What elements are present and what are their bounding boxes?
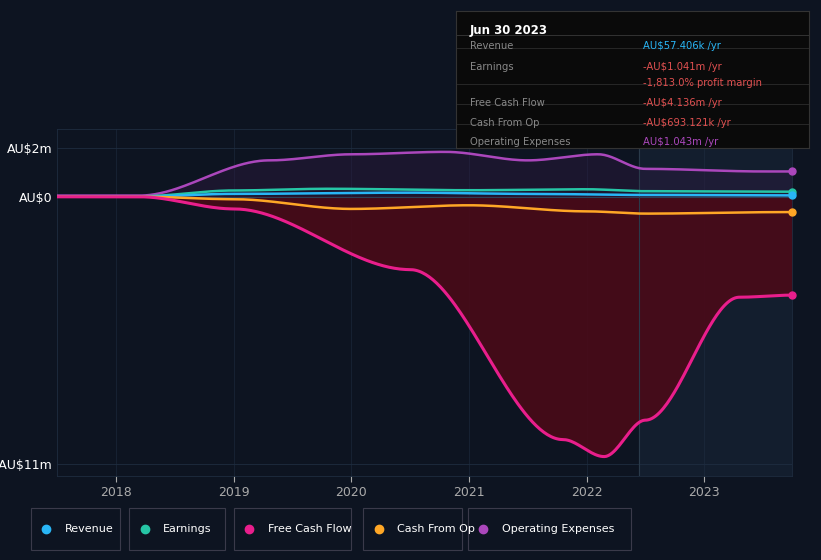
Text: Cash From Op: Cash From Op xyxy=(470,118,539,128)
Text: Operating Expenses: Operating Expenses xyxy=(502,524,614,534)
Text: Earnings: Earnings xyxy=(470,62,513,72)
Text: Revenue: Revenue xyxy=(470,41,513,52)
Text: -1,813.0% profit margin: -1,813.0% profit margin xyxy=(643,78,762,88)
Bar xyxy=(640,129,792,476)
Text: -AU$4.136m /yr: -AU$4.136m /yr xyxy=(643,97,722,108)
Text: Cash From Op: Cash From Op xyxy=(397,524,475,534)
Text: Free Cash Flow: Free Cash Flow xyxy=(470,97,544,108)
Text: AU$57.406k /yr: AU$57.406k /yr xyxy=(643,41,721,52)
Text: -AU$1.041m /yr: -AU$1.041m /yr xyxy=(643,62,722,72)
Text: -AU$693.121k /yr: -AU$693.121k /yr xyxy=(643,118,731,128)
Text: Operating Expenses: Operating Expenses xyxy=(470,137,571,147)
Text: Free Cash Flow: Free Cash Flow xyxy=(268,524,351,534)
Text: AU$1.043m /yr: AU$1.043m /yr xyxy=(643,137,718,147)
Text: Jun 30 2023: Jun 30 2023 xyxy=(470,24,548,36)
Text: Revenue: Revenue xyxy=(65,524,113,534)
Text: Earnings: Earnings xyxy=(163,524,212,534)
